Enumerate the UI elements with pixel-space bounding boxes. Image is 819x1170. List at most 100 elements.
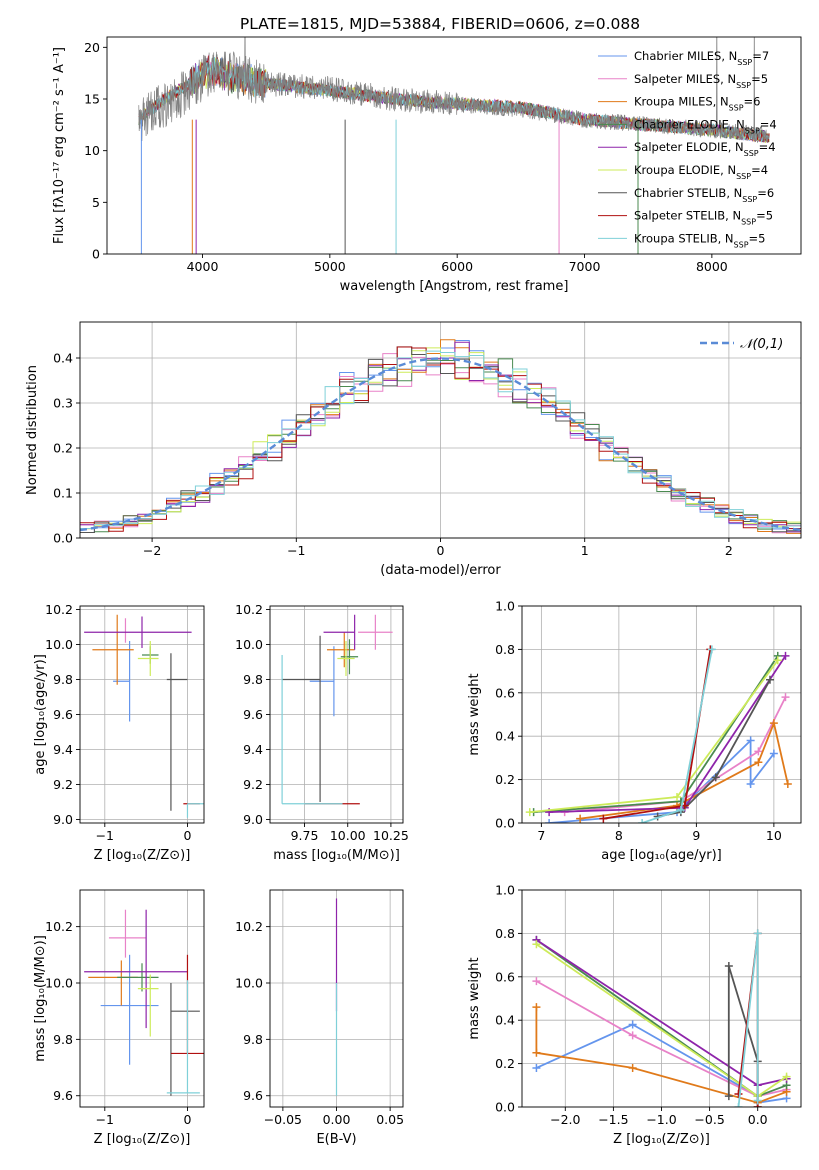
mass-weight-marker <box>532 940 541 949</box>
mass-weight-marker <box>628 1020 637 1029</box>
plot-area <box>80 339 801 534</box>
y-tick-label: 15 <box>84 92 100 107</box>
mass-weight-marker <box>707 645 716 654</box>
x-tick-label: 10.25 <box>373 828 409 843</box>
y-axis-label: mass weight <box>467 673 482 755</box>
y-tick-label: 0.2 <box>53 441 73 456</box>
legend-nssp-value: =6 <box>757 186 774 200</box>
y-tick-label: 10.2 <box>235 919 263 934</box>
x-tick-label: 8 <box>615 828 623 843</box>
y-tick-label: 10.0 <box>45 637 73 652</box>
mass-weight-marker <box>753 1096 762 1105</box>
mass-weight-marker <box>754 747 763 756</box>
y-tick-label: 0.0 <box>495 816 515 831</box>
y-tick-label: 9.8 <box>53 1032 73 1047</box>
legend-entry: Chabrier STELIB, NSSP=6 <box>634 186 774 204</box>
y-tick-label: 0.0 <box>53 531 73 546</box>
mass-weight-marker <box>734 1089 743 1098</box>
y-tick-label: 9.6 <box>243 707 263 722</box>
legend-entry: Kroupa ELODIE, NSSP=4 <box>634 163 768 181</box>
y-axis-label: Flux [fλ10⁻¹⁷ erg cm⁻² s⁻¹ A⁻¹] <box>52 47 67 244</box>
histogram-step <box>80 341 801 533</box>
x-tick-label: 7 <box>537 828 545 843</box>
mass-weight-marker <box>532 1063 541 1072</box>
y-tick-label: 0.8 <box>495 642 515 657</box>
x-tick-label: 5000 <box>314 259 346 274</box>
mass-weight-marker <box>773 656 782 665</box>
x-tick-label: 10.00 <box>330 828 366 843</box>
y-axis-label: age [log₁₀(age/yr)] <box>33 654 48 775</box>
spectrum-panel: 4000 5000 6000 7000 8000 0 5 10 15 20 wavelength [… <box>52 36 802 294</box>
y-tick-label: 9.6 <box>53 707 73 722</box>
y-tick-label: 9.2 <box>53 777 73 792</box>
legend-model-name: Kroupa MILES, N <box>634 95 729 109</box>
residual-histogram-panel: −2 −1 0 1 2 0.0 0.1 0.2 0.3 0.4 (data-model)/error… <box>25 321 802 578</box>
y-tick-label: 0.3 <box>53 396 73 411</box>
x-tick-label: −2.0 <box>550 1112 580 1127</box>
mass-weight-line <box>549 655 787 813</box>
legend-nssp-value: =5 <box>756 209 773 223</box>
y-tick-label: 0 <box>92 247 100 262</box>
x-tick-label: 0.05 <box>376 1112 404 1127</box>
mass-weight-marker <box>599 814 608 823</box>
x-tick-label: 0.0 <box>748 1112 768 1127</box>
figure-title: PLATE=1815, MJD=53884, FIBERID=0606, z=0… <box>240 15 640 33</box>
y-axis-label: mass weight <box>467 957 482 1039</box>
y-tick-label: 0.4 <box>495 729 515 744</box>
mass-weight-marker <box>532 977 541 986</box>
legend-entry: Salpeter ELODIE, NSSP=4 <box>634 140 776 158</box>
mass-weight-marker <box>781 651 790 660</box>
legend-nssp-value: =4 <box>760 117 777 131</box>
x-axis-label: E(B-V) <box>316 1132 356 1147</box>
histogram-step <box>80 346 801 532</box>
observed-spectrum-line <box>138 37 770 143</box>
y-tick-label: 0.2 <box>495 772 515 787</box>
mass-vs-ebv-panel: −0.05 0.00 0.05 9.6 9.8 10.0 10.2 E(B-V) <box>235 889 404 1147</box>
mass-weight-marker <box>525 808 534 817</box>
mass-weight-vs-age-panel: 7 8 9 10 0.0 0.2 0.4 0.6 0.8 1.0 age [log₁₀(age/yr… <box>467 599 802 863</box>
x-axis-label: Z [log₁₀(Z/Z⊙)] <box>94 1132 191 1147</box>
mass-weight-marker <box>783 779 792 788</box>
mass-weight-marker <box>545 819 554 823</box>
plot-area <box>532 929 791 1107</box>
y-tick-label: 9.0 <box>53 812 73 827</box>
x-tick-label: −1.5 <box>598 1112 628 1127</box>
plot-area <box>525 645 792 823</box>
legend-nssp-value: =5 <box>749 231 766 245</box>
x-tick-label: −0.05 <box>264 1112 302 1127</box>
y-tick-label: 10.0 <box>45 976 73 991</box>
mass-weight-marker <box>782 1072 791 1081</box>
mass-weight-marker <box>628 1063 637 1072</box>
y-tick-label: 0.6 <box>495 685 515 700</box>
y-tick-label: 1.0 <box>495 599 515 614</box>
axes-frame <box>79 889 205 1108</box>
legend-nssp-value: =5 <box>751 72 768 86</box>
y-tick-label: 10.2 <box>45 602 73 617</box>
x-axis-label: mass [log₁₀(M/M⊙)] <box>273 848 400 863</box>
y-tick-label: 0.6 <box>495 969 515 984</box>
x-tick-label: 2 <box>725 543 733 558</box>
age-vs-metallicity-panel: −1 0 9.0 9.2 9.4 9.6 9.8 10.0 10.2 Z [log₁₀(Z/Z⊙)… <box>33 602 205 863</box>
legend-model-name: Kroupa STELIB, N <box>634 231 734 245</box>
x-tick-label: 1 <box>581 543 589 558</box>
x-tick-label: 4000 <box>187 259 219 274</box>
mass-weight-marker <box>769 749 778 758</box>
mass-weight-marker <box>576 814 585 823</box>
legend-model-name: Chabrier ELODIE, N <box>634 117 745 131</box>
mass-weight-marker <box>746 736 755 745</box>
mass-weight-marker <box>781 693 790 702</box>
mass-weight-marker <box>724 961 733 970</box>
y-tick-label: 9.8 <box>53 672 73 687</box>
mass-weight-marker <box>532 1048 541 1057</box>
plot-area <box>84 614 204 818</box>
x-tick-label: 9.75 <box>291 828 319 843</box>
y-tick-label: 9.4 <box>243 742 263 757</box>
axes-frame <box>106 36 802 255</box>
mass-weight-marker <box>769 719 778 728</box>
y-tick-label: 9.8 <box>243 672 263 687</box>
age-vs-mass-panel: 9.75 10.00 10.25 9.0 9.2 9.4 9.6 9.8 10.0 10.2 mas… <box>235 602 409 863</box>
legend-model-name: Chabrier MILES, N <box>634 49 737 63</box>
x-tick-label: −1 <box>96 1112 114 1127</box>
